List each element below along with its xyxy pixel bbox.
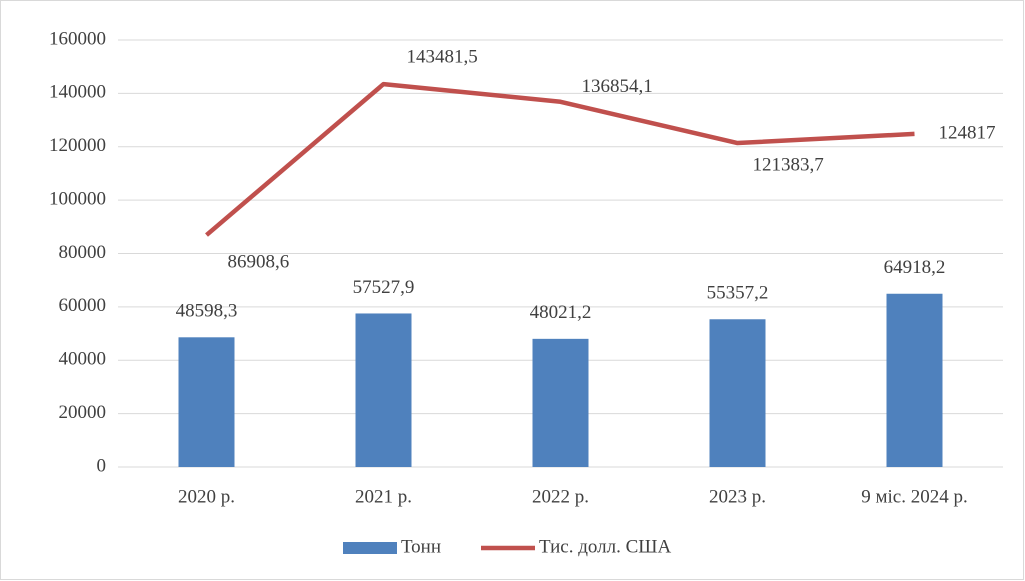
bar	[886, 293, 943, 467]
y-tick-label: 0	[97, 455, 107, 476]
x-tick-label: 2022 р.	[532, 486, 589, 507]
x-tick-label: 2021 р.	[355, 486, 412, 507]
line-value-label: 143481,5	[407, 46, 478, 67]
y-tick-label: 140000	[49, 82, 106, 103]
legend-label: Тис. долл. США	[539, 536, 671, 557]
bar-value-label: 57527,9	[353, 277, 415, 298]
legend-swatch	[343, 542, 397, 554]
y-tick-label: 160000	[49, 28, 106, 49]
bar	[178, 337, 235, 467]
y-tick-label: 20000	[59, 402, 107, 423]
bar-value-label: 55357,2	[707, 283, 769, 304]
x-tick-label: 2020 р.	[178, 486, 235, 507]
bar	[709, 319, 766, 467]
line	[205, 81, 915, 237]
bar-value-label: 48021,2	[530, 302, 592, 323]
x-tick-label: 9 міс. 2024 р.	[861, 486, 968, 507]
y-tick-label: 100000	[49, 188, 106, 209]
y-tick-label: 60000	[59, 295, 107, 316]
y-tick-label: 80000	[59, 242, 107, 263]
bar	[532, 338, 589, 467]
bar-value-label: 48598,3	[176, 301, 238, 322]
line-value-label: 136854,1	[582, 76, 653, 97]
line-value-label: 124817	[939, 122, 996, 143]
x-tick-label: 2023 р.	[709, 486, 766, 507]
y-tick-label: 120000	[49, 135, 106, 156]
legend-label: Тонн	[401, 536, 441, 557]
bar	[355, 313, 412, 467]
line-value-label: 121383,7	[753, 154, 824, 175]
line-value-label: 86908,6	[228, 251, 290, 272]
bar-value-label: 64918,2	[884, 257, 946, 278]
y-tick-label: 40000	[59, 349, 107, 370]
